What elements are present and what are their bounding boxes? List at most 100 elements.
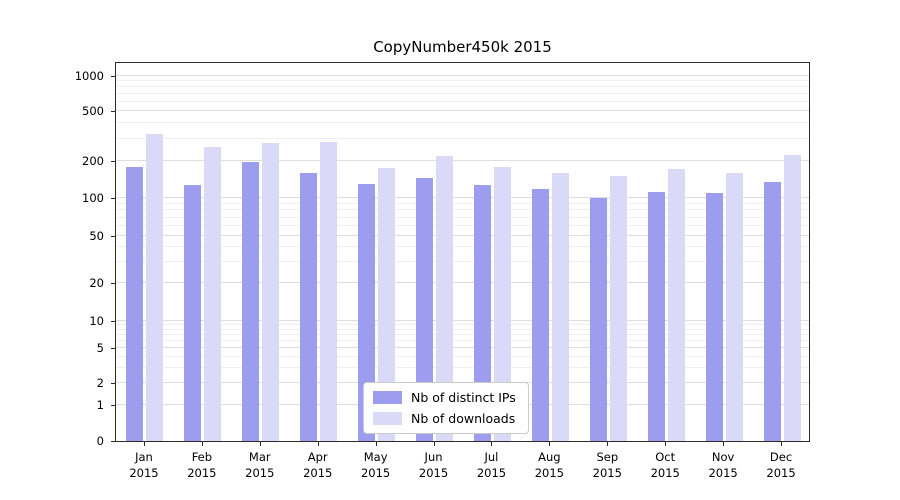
gridline-minor — [116, 333, 809, 335]
y-tick-mark — [111, 161, 115, 162]
x-tick-mark — [143, 442, 145, 446]
gridline-minor — [116, 246, 809, 248]
gridline-major — [116, 282, 809, 283]
x-tick-mark — [433, 442, 435, 446]
x-tick-mark — [375, 442, 377, 446]
x-tick-label: Jun 2015 — [418, 450, 449, 480]
y-tick-mark — [111, 111, 115, 112]
y-tick-label: 100 — [82, 191, 104, 205]
gridline-major — [116, 75, 809, 76]
gridline-major — [116, 235, 809, 236]
legend-label-distinct-ips: Nb of distinct IPs — [411, 390, 516, 405]
x-tick-label: Oct 2015 — [650, 450, 680, 480]
legend-swatch-downloads — [373, 412, 402, 425]
x-tick-label: Feb 2015 — [187, 450, 217, 480]
gridline-minor — [116, 93, 809, 95]
bar-downloads — [609, 175, 627, 441]
bar-downloads — [667, 169, 685, 441]
y-tick-label: 2 — [96, 376, 104, 390]
x-tick-mark — [723, 442, 725, 446]
x-tick-label: Apr 2015 — [303, 450, 333, 480]
gridline-major — [116, 197, 809, 198]
gridline-minor — [116, 137, 809, 139]
x-tick-label: Aug 2015 — [534, 450, 565, 480]
x-tick-mark — [259, 442, 261, 446]
bar-downloads — [436, 155, 454, 441]
gridline-minor — [116, 86, 809, 88]
y-tick-label: 5 — [96, 341, 104, 355]
x-tick-label: Sep 2015 — [592, 450, 622, 480]
x-tick-label: Mar 2015 — [245, 450, 275, 480]
x-tick-label: Jan 2015 — [129, 450, 159, 480]
x-tick-mark — [491, 442, 493, 446]
y-tick-mark — [111, 236, 115, 237]
gridline-minor — [116, 80, 809, 82]
x-tick-mark — [665, 442, 667, 446]
y-tick-mark — [111, 441, 115, 442]
gridline-minor — [116, 216, 809, 218]
bar-downloads — [204, 146, 222, 441]
y-tick-label: 10 — [89, 314, 104, 328]
bar-downloads — [725, 172, 743, 441]
y-tick-label: 500 — [82, 104, 104, 118]
legend-swatch-distinct-ips — [373, 391, 402, 404]
gridline-minor — [116, 202, 809, 204]
gridline-major — [116, 347, 809, 348]
x-tick-mark — [549, 442, 551, 446]
y-tick-mark — [111, 348, 115, 349]
y-tick-label: 50 — [89, 229, 104, 243]
bar-distinct-ips — [473, 184, 491, 441]
bar-distinct-ips — [647, 191, 665, 441]
bars-layer — [116, 63, 809, 441]
bar-distinct-ips — [242, 161, 260, 441]
y-tick-label: 1000 — [74, 69, 104, 83]
x-tick-label: Dec 2015 — [766, 450, 796, 480]
y-tick-mark — [111, 383, 115, 384]
gridline-minor — [116, 209, 809, 211]
x-tick-label: Nov 2015 — [708, 450, 738, 480]
bar-distinct-ips — [763, 181, 781, 441]
bar-downloads — [146, 133, 164, 441]
legend-item-distinct-ips: Nb of distinct IPs — [373, 390, 516, 405]
gridline-major — [116, 160, 809, 161]
y-tick-mark — [111, 76, 115, 77]
x-tick-mark — [781, 442, 783, 446]
bar-distinct-ips — [184, 184, 202, 441]
x-tick-label: May 2015 — [360, 450, 391, 480]
y-tick-label: 20 — [89, 276, 104, 290]
bar-downloads — [378, 168, 396, 441]
gridline-major — [116, 320, 809, 321]
x-tick-mark — [317, 442, 319, 446]
bar-distinct-ips — [126, 166, 144, 441]
bar-downloads — [262, 142, 280, 441]
y-tick-mark — [111, 321, 115, 322]
gridline-minor — [116, 328, 809, 330]
gridline-minor — [116, 100, 809, 102]
bar-downloads — [783, 154, 801, 441]
y-tick-mark — [111, 405, 115, 406]
gridline-minor — [116, 339, 809, 341]
x-tick-mark — [607, 442, 609, 446]
bar-downloads — [320, 141, 338, 441]
gridline-minor — [116, 324, 809, 326]
y-tick-label: 200 — [82, 154, 104, 168]
bar-distinct-ips — [705, 192, 723, 441]
plot-area: Nb of distinct IPs Nb of downloads — [115, 62, 810, 442]
gridline-major — [116, 110, 809, 111]
y-tick-mark — [111, 283, 115, 284]
bar-downloads — [551, 172, 569, 441]
bar-distinct-ips — [358, 184, 376, 441]
gridline-minor — [116, 355, 809, 357]
bar-distinct-ips — [300, 172, 318, 441]
bar-downloads — [493, 167, 511, 441]
x-tick-mark — [201, 442, 203, 446]
y-tick-label: 0 — [96, 434, 104, 448]
legend-label-downloads: Nb of downloads — [411, 411, 516, 426]
bar-distinct-ips — [589, 198, 607, 441]
legend-item-downloads: Nb of downloads — [373, 411, 516, 426]
gridline-minor — [116, 261, 809, 263]
gridline-minor — [116, 122, 809, 124]
gridline-minor — [116, 225, 809, 227]
grid-layer — [116, 63, 809, 441]
